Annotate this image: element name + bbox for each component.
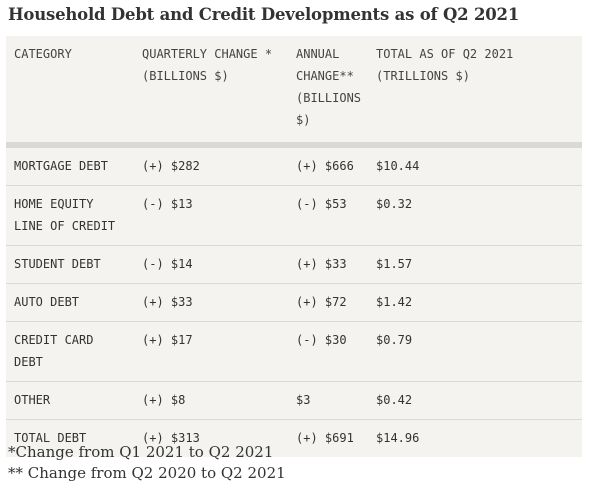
quarterly-change-cell: (+) $282 [142,159,200,173]
column-header-annual-change: ANNUAL CHANGE** (BILLIONS $) [296,47,362,127]
category-cell: TOTAL DEBT [14,431,87,445]
table-row: STUDENT DEBT (-) $14 (+) $33 $1.57 [6,246,582,284]
total-cell: $0.32 [376,197,413,211]
footnote-annual: ** Change from Q2 2020 to Q2 2021 [8,464,286,482]
total-cell: $1.57 [376,257,413,271]
category-cell: CREDIT CARD DEBT [14,333,94,369]
category-cell: MORTGAGE DEBT [14,159,108,173]
total-cell: $0.79 [376,333,413,347]
total-cell: $1.42 [376,295,413,309]
debt-table: CATEGORY QUARTERLY CHANGE * (BILLIONS $)… [6,36,582,457]
footnote-quarterly: *Change from Q1 2021 to Q2 2021 [8,443,274,461]
quarterly-change-cell: (-) $14 [142,257,193,271]
column-header-quarterly-change: QUARTERLY CHANGE * (BILLIONS $) [142,47,273,83]
annual-change-cell: (+) $666 [296,159,354,173]
annual-change-cell: $3 [296,393,311,407]
table-row: OTHER (+) $8 $3 $0.42 [6,382,582,420]
quarterly-change-cell: (+) $313 [142,431,200,445]
quarterly-change-cell: (+) $33 [142,295,193,309]
annual-change-cell: (+) $33 [296,257,347,271]
page-title: Household Debt and Credit Developments a… [8,5,520,24]
quarterly-change-cell: (-) $13 [142,197,193,211]
total-cell: $10.44 [376,159,420,173]
annual-change-cell: (-) $53 [296,197,347,211]
table-header: CATEGORY QUARTERLY CHANGE * (BILLIONS $)… [6,36,582,145]
table-row: CREDIT CARD DEBT (+) $17 (-) $30 $0.79 [6,322,582,382]
column-header-category: CATEGORY [14,47,72,61]
total-cell: $14.96 [376,431,420,445]
category-cell: STUDENT DEBT [14,257,101,271]
category-cell: AUTO DEBT [14,295,80,309]
column-header-total: TOTAL AS OF Q2 2021 (TRILLIONS $) [376,47,514,83]
category-cell: OTHER [14,393,51,407]
quarterly-change-cell: (+) $8 [142,393,186,407]
table-row: HOME EQUITY LINE OF CREDIT (-) $13 (-) $… [6,186,582,246]
quarterly-change-cell: (+) $17 [142,333,193,347]
table-body: MORTGAGE DEBT (+) $282 (+) $666 $10.44 H… [6,145,582,457]
annual-change-cell: (+) $72 [296,295,347,309]
header-row: CATEGORY QUARTERLY CHANGE * (BILLIONS $)… [6,36,582,145]
annual-change-cell: (+) $691 [296,431,354,445]
table-row: AUTO DEBT (+) $33 (+) $72 $1.42 [6,284,582,322]
table-row: MORTGAGE DEBT (+) $282 (+) $666 $10.44 [6,145,582,186]
annual-change-cell: (-) $30 [296,333,347,347]
total-cell: $0.42 [376,393,413,407]
category-cell: HOME EQUITY LINE OF CREDIT [14,197,116,233]
table-row: TOTAL DEBT (+) $313 (+) $691 $14.96 [6,420,582,458]
